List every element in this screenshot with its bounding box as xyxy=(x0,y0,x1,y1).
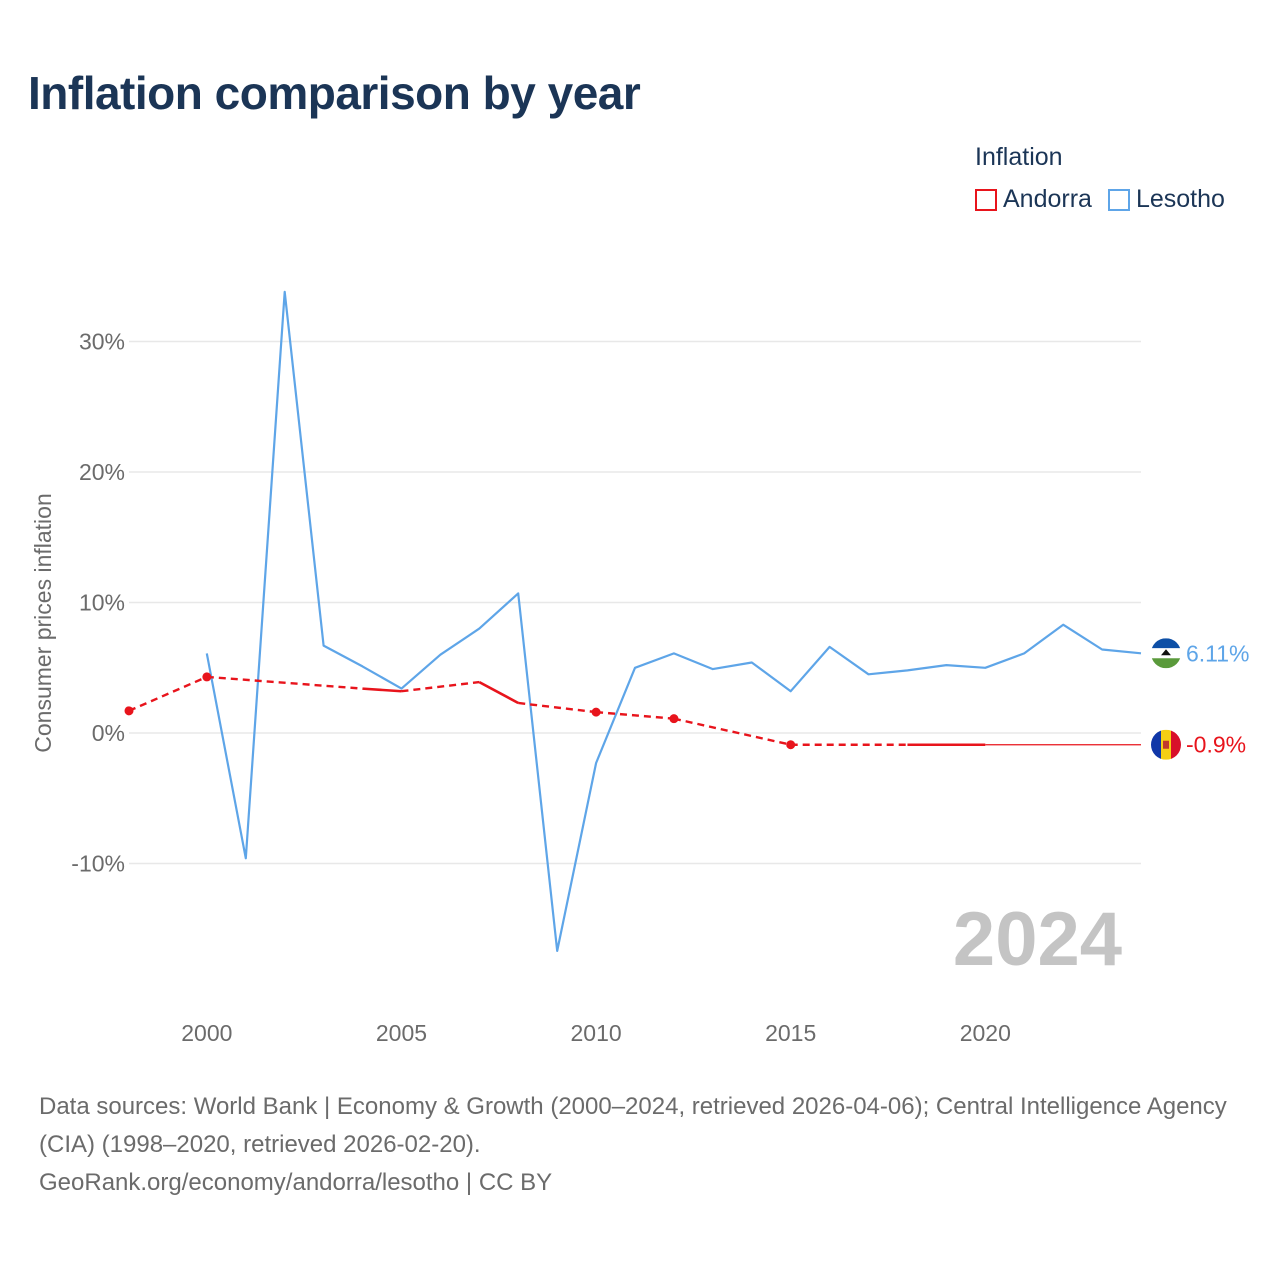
series-segment-andorra xyxy=(206,675,363,690)
series-segment-andorra xyxy=(362,687,402,693)
lesotho-flag-icon xyxy=(1151,638,1181,669)
credit-link[interactable]: GeoRank.org/economy/andorra/lesotho | CC… xyxy=(39,1169,553,1196)
x-tick-label: 2010 xyxy=(570,1020,621,1046)
line-chart: 30% 20% 10% 0% -10% 2000 2005 2010 2015 2020 Con… xyxy=(30,290,1250,1046)
series-line-lesotho xyxy=(205,290,1142,953)
series-segment-andorra xyxy=(518,701,597,714)
data-point-andorra xyxy=(202,672,212,682)
y-axis-label: Consumer prices inflation xyxy=(30,493,56,753)
x-tick-label: 2005 xyxy=(376,1020,427,1046)
legend-swatch-andorra xyxy=(975,188,997,211)
y-tick-label: 20% xyxy=(79,459,125,485)
legend-item-lesotho[interactable]: Lesotho xyxy=(1107,185,1225,214)
legend-label-andorra: Andorra xyxy=(1003,185,1092,213)
chart-title: Inflation comparison by year xyxy=(28,67,641,119)
legend-title: Inflation xyxy=(975,143,1063,171)
y-tick-label: 30% xyxy=(79,329,125,355)
end-labels: 6.11% -0.9% xyxy=(1151,638,1250,760)
legend-item-andorra[interactable]: Andorra xyxy=(975,185,1092,214)
series-lines xyxy=(124,290,1142,953)
series-segment-andorra xyxy=(401,680,480,693)
data-point-andorra xyxy=(786,740,796,750)
data-point-andorra xyxy=(124,706,134,716)
series-segment-andorra xyxy=(595,710,675,720)
y-tick-label: 10% xyxy=(79,590,125,616)
y-tick-label: -10% xyxy=(71,851,125,877)
data-sources: Data sources: World Bank | Economy & Gro… xyxy=(39,1093,1227,1158)
x-axis-ticks: 2000 2005 2010 2015 2020 xyxy=(181,1020,1011,1046)
series-segment-andorra xyxy=(673,717,791,746)
series-segment-andorra xyxy=(478,680,519,705)
footer: Data sources: World Bank | Economy & Gro… xyxy=(39,1088,1249,1202)
legend: Andorra Lesotho xyxy=(975,185,1241,214)
end-label-andorra: -0.9% xyxy=(1186,732,1246,758)
legend-label-lesotho: Lesotho xyxy=(1135,185,1225,213)
data-point-andorra xyxy=(669,714,679,724)
x-tick-label: 2020 xyxy=(960,1020,1011,1046)
grid-lines xyxy=(129,340,1141,865)
x-tick-label: 2000 xyxy=(181,1020,232,1046)
y-axis-ticks: 30% 20% 10% 0% -10% xyxy=(71,329,125,877)
series-segment-andorra xyxy=(128,675,208,712)
y-tick-label: 0% xyxy=(92,720,125,746)
andorra-flag-icon xyxy=(1151,729,1181,760)
x-tick-label: 2015 xyxy=(765,1020,816,1046)
data-point-andorra xyxy=(591,707,601,717)
end-label-lesotho: 6.11% xyxy=(1186,640,1250,666)
legend-swatch-lesotho xyxy=(1107,188,1130,211)
year-watermark: 2024 xyxy=(953,897,1122,982)
